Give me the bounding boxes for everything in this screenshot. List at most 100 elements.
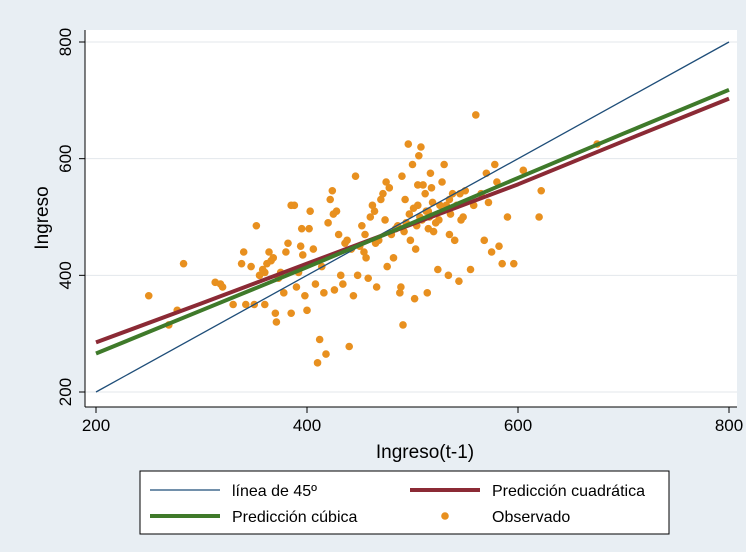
observed-point bbox=[480, 236, 489, 245]
observed-point bbox=[535, 213, 543, 221]
observed-point bbox=[413, 181, 422, 189]
observed-point bbox=[229, 300, 237, 309]
observed-point bbox=[411, 245, 420, 253]
observed-point bbox=[498, 259, 506, 268]
observed-point bbox=[487, 248, 496, 256]
observed-point bbox=[261, 268, 269, 277]
legend-box bbox=[139, 470, 670, 535]
observed-point bbox=[472, 111, 480, 119]
observed-point bbox=[399, 321, 407, 329]
observed-point bbox=[427, 184, 436, 192]
observed-point bbox=[421, 189, 429, 198]
observed-point bbox=[435, 216, 443, 224]
y-tick-label-600: 600 bbox=[56, 144, 75, 172]
observed-point bbox=[322, 350, 330, 358]
observed-point bbox=[360, 248, 368, 256]
observed-point bbox=[459, 213, 467, 221]
observed-point bbox=[298, 251, 307, 259]
observed-point bbox=[252, 221, 261, 230]
observed-point bbox=[324, 219, 332, 227]
observed-point bbox=[537, 186, 546, 195]
observed-point bbox=[329, 210, 338, 218]
observed-point bbox=[339, 280, 347, 288]
observed-point bbox=[415, 151, 423, 160]
observed-point bbox=[445, 230, 454, 239]
observed-point bbox=[309, 245, 318, 253]
observed-point bbox=[261, 300, 269, 309]
observed-point bbox=[144, 291, 153, 300]
observed-point bbox=[237, 259, 246, 268]
observed-point bbox=[311, 280, 320, 288]
cubic-prediction-line bbox=[95, 87, 730, 356]
observed-point bbox=[296, 242, 305, 250]
x-tick-label-800: 800 bbox=[715, 416, 743, 435]
observed-point bbox=[405, 210, 414, 218]
observed-point bbox=[358, 221, 366, 230]
observed-point bbox=[336, 271, 345, 280]
observed-point bbox=[279, 289, 288, 297]
y-tick-label-200: 200 bbox=[56, 378, 75, 406]
observed-point bbox=[396, 289, 404, 297]
observed-point bbox=[353, 271, 362, 280]
observed-point bbox=[292, 283, 301, 291]
observed-point bbox=[334, 230, 343, 239]
observed-point bbox=[438, 178, 446, 186]
observed-point bbox=[398, 172, 406, 180]
observed-point bbox=[382, 178, 390, 186]
observed-point bbox=[320, 289, 328, 297]
observed-point bbox=[385, 184, 394, 192]
observed-point bbox=[364, 274, 372, 283]
observed-point bbox=[377, 195, 385, 204]
observed-point bbox=[370, 207, 379, 215]
observed-point bbox=[239, 248, 248, 256]
observed-point bbox=[362, 254, 370, 262]
observed-point bbox=[297, 224, 306, 233]
observed-point bbox=[413, 201, 422, 210]
observed-point bbox=[271, 309, 280, 318]
observed-point bbox=[282, 248, 290, 256]
observed-point bbox=[301, 291, 309, 300]
observed-point bbox=[345, 342, 354, 351]
observed-point bbox=[330, 286, 339, 294]
observed-point bbox=[509, 259, 518, 268]
observed-point bbox=[306, 207, 314, 215]
observed-point bbox=[466, 265, 475, 274]
observed-point bbox=[218, 283, 227, 291]
observed-point bbox=[419, 181, 427, 189]
legend-label-quadratic: Predicción cuadrática bbox=[492, 483, 645, 500]
observed-point bbox=[343, 236, 351, 245]
legend-label-observed: Observado bbox=[492, 509, 570, 526]
observed-point bbox=[429, 227, 438, 236]
observed-point bbox=[361, 230, 369, 239]
observed-point bbox=[444, 271, 453, 280]
x-tick-label-400: 400 bbox=[293, 416, 321, 435]
observed-point bbox=[503, 213, 512, 221]
y-tick-label-800: 800 bbox=[56, 28, 75, 56]
observed-point bbox=[269, 254, 278, 262]
observed-point bbox=[417, 143, 425, 151]
observed-point bbox=[493, 178, 501, 186]
observed-point bbox=[328, 186, 337, 195]
observed-point bbox=[349, 291, 358, 300]
observed-point bbox=[315, 335, 324, 344]
y-ticks: 200 400 600 800 bbox=[56, 28, 85, 406]
observed-point bbox=[313, 359, 322, 367]
line-45 bbox=[95, 41, 730, 393]
observed-point bbox=[179, 259, 188, 268]
observed-point bbox=[265, 248, 273, 256]
observed-point bbox=[406, 236, 415, 245]
observed-point bbox=[247, 262, 255, 271]
observed-point bbox=[450, 236, 459, 245]
x-tick-label-600: 600 bbox=[504, 416, 532, 435]
observed-point bbox=[371, 239, 380, 248]
observed-point bbox=[397, 283, 405, 291]
x-ticks: 200 400 600 800 bbox=[82, 407, 743, 435]
observed-point bbox=[426, 169, 435, 178]
observed-point bbox=[440, 160, 448, 169]
series-lines bbox=[95, 41, 730, 393]
observed-point bbox=[423, 289, 432, 297]
observed-point bbox=[381, 216, 389, 224]
observed-point bbox=[326, 195, 335, 204]
observed-point bbox=[272, 318, 281, 326]
